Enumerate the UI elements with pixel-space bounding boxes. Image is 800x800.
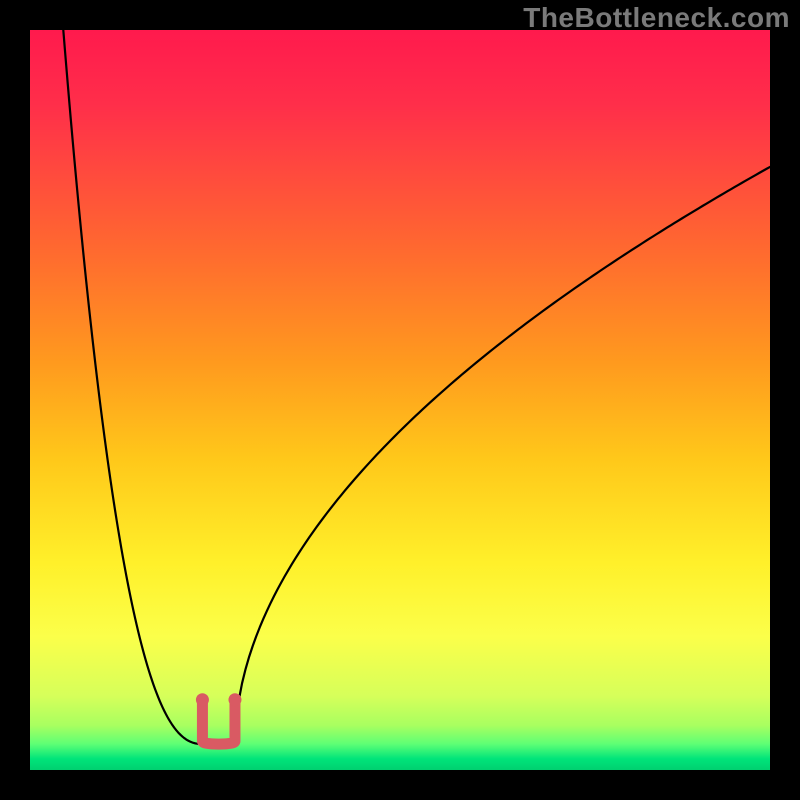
gradient-background	[30, 30, 770, 770]
watermark-text: TheBottleneck.com	[523, 2, 790, 34]
bottleneck-chart	[0, 0, 800, 800]
